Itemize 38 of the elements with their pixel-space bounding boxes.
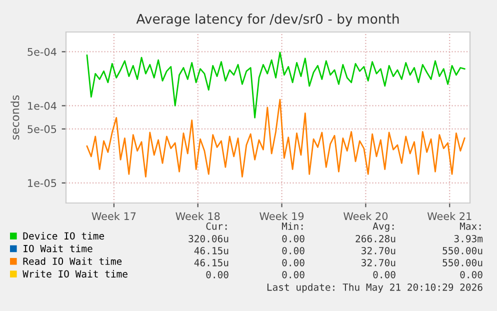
legend-label: Read IO Wait time: [23, 257, 122, 265]
text: 266.28u: [356, 234, 396, 242]
text: Cur:: [206, 222, 227, 230]
x-tick-label: Week 19: [260, 212, 304, 220]
y-tick-label: 5e-05: [28, 125, 56, 134]
text: 0.00: [206, 270, 228, 278]
chart-title: Average latency for /dev/sr0 - by month: [136, 14, 399, 26]
text: 32.70u: [362, 246, 396, 254]
text: 46.15u: [194, 258, 228, 266]
text: 0.00: [282, 246, 304, 254]
y-tick-label: 1e-04: [28, 102, 56, 110]
text: Max:: [460, 222, 481, 230]
x-tick-label: Week 18: [176, 212, 220, 220]
text: Avg:: [372, 222, 394, 232]
x-tick-label: Week 21: [427, 212, 472, 220]
text: 0.00: [282, 258, 304, 266]
text: Last update: Thu May 21 20:10:29 2026: [267, 283, 482, 293]
y-axis-title: seconds: [10, 95, 20, 140]
text: 46.15u: [194, 246, 228, 254]
x-tick-label: Week 17: [92, 212, 136, 220]
text: 0.00: [373, 270, 396, 278]
text: Min:: [282, 222, 303, 230]
line-series: [86, 52, 466, 118]
y-tick-label: 1e-05: [28, 179, 56, 188]
legend-label: IO Wait time: [24, 244, 92, 252]
line-series: [86, 98, 466, 178]
text: 3.93m: [454, 234, 483, 242]
y-tick-label: 5e-04: [28, 48, 56, 56]
text: 32.70u: [362, 258, 396, 266]
text: 0.00: [282, 234, 304, 242]
text: 550.00u: [442, 258, 482, 266]
legend-label: Device IO time: [23, 232, 104, 240]
legend-label: Write IO Wait time: [22, 270, 128, 278]
text: 320.06u: [188, 234, 228, 242]
text: 0.00: [460, 270, 482, 278]
x-tick-label: Week 20: [344, 212, 388, 220]
text: 550.00u: [442, 246, 482, 254]
text: 0.00: [282, 270, 304, 278]
